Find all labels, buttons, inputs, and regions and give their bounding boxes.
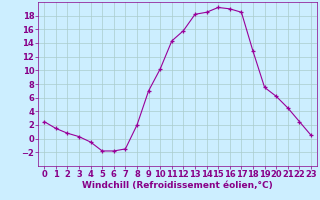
X-axis label: Windchill (Refroidissement éolien,°C): Windchill (Refroidissement éolien,°C)	[82, 181, 273, 190]
